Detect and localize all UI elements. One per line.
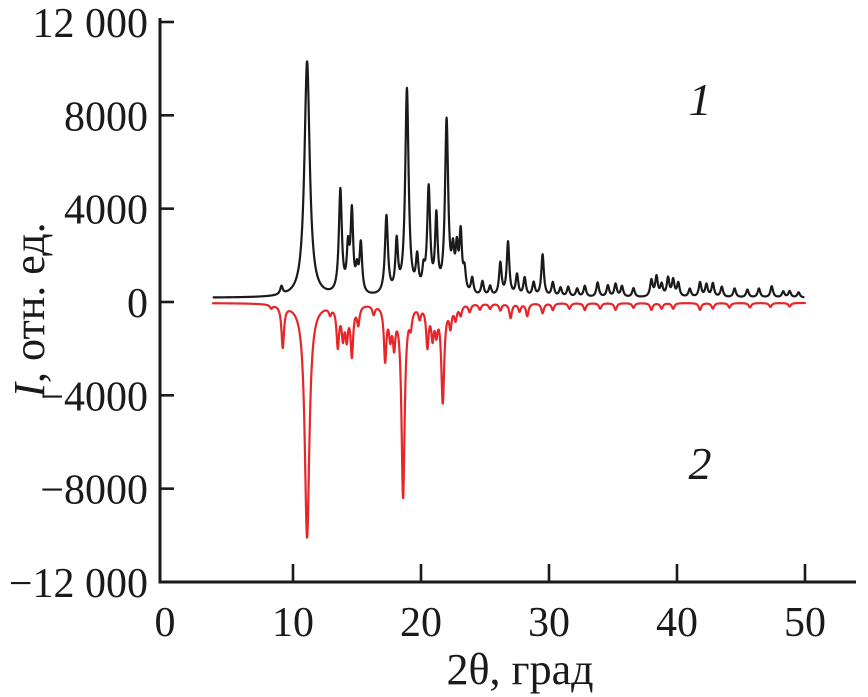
tick-marks-and-labels: 0 10 20 30 40 50 12 000 8000 4000 0 −4000 −8000 −12 … [9,1,826,646]
series-number-labels: 12 [689,74,712,489]
x-tick-label: 40 [656,600,698,646]
x-tick-label: 50 [784,600,826,646]
y-axis-title-italic-part: I [5,381,54,399]
y-axis-title-rest-part: , отн. ед. [5,222,54,383]
series-label-2: 2 [689,438,712,489]
y-tick-label: 4000 [64,188,148,234]
y-tick-label: 0 [127,281,148,327]
series-label-1: 1 [689,74,712,125]
x-tick-label: 30 [528,600,570,646]
x-tick-label: 10 [272,600,314,646]
series-2-trace [211,301,806,539]
y-tick-label: 8000 [64,94,148,140]
diffractogram-traces [211,60,806,539]
y-tick-label: −4000 [40,374,148,420]
series-1-trace [212,60,805,299]
y-axis-title: I, отн. ед. [5,222,54,398]
x-tick-label: 0 [155,600,176,646]
y-tick-label: 12 000 [33,1,149,47]
x-tick-label: 20 [400,600,442,646]
y-tick-label: −8000 [40,468,148,514]
x-axis-title: 2θ, град [446,645,593,694]
y-tick-label: −12 000 [9,561,148,607]
axes [158,18,856,584]
